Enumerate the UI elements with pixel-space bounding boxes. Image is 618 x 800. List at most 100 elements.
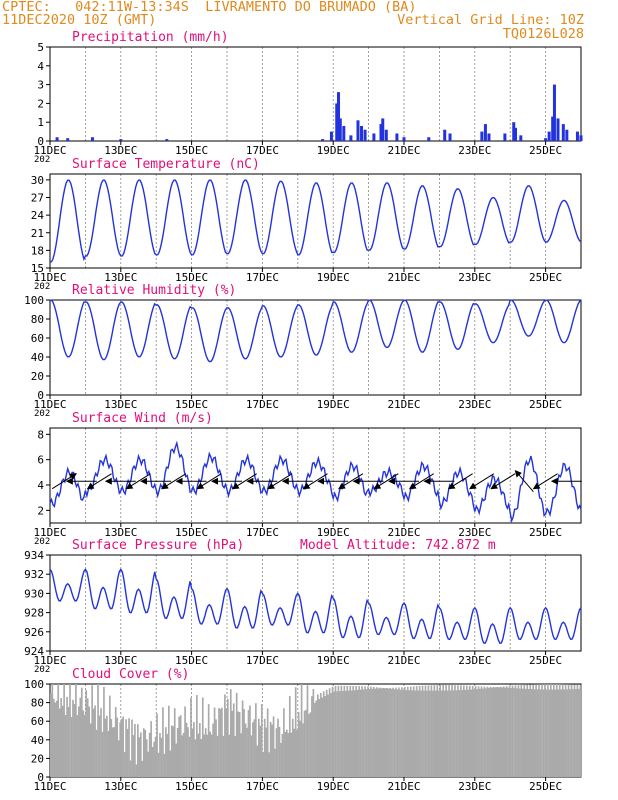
cloud-bar (151, 747, 154, 777)
cloud-bar (198, 723, 201, 777)
cloud-bar (156, 713, 158, 777)
cloud-bar (421, 685, 424, 777)
cloud-bar (414, 690, 416, 777)
cloud-bar (533, 689, 536, 777)
cloud-bar (495, 687, 498, 777)
cloud-bar (219, 708, 222, 777)
cloud-bar (162, 707, 164, 777)
cloud-bar (468, 685, 471, 777)
cloud-bar (377, 688, 380, 777)
cloud-bar (293, 728, 296, 777)
cloud-bar (448, 685, 450, 777)
cloud-bar (129, 760, 132, 777)
cloud-bar (147, 751, 150, 777)
x-tick-label: 19DEC (317, 271, 350, 284)
cloud-bar (137, 724, 139, 777)
cloud-bar (371, 688, 374, 777)
header-location: CPTEC: 042:11W-13:34S LIVRAMENTO DO BRUM… (2, 0, 417, 15)
cloud-bar (268, 752, 270, 777)
cloud-bar (222, 735, 225, 777)
y-tick-label: 928 (24, 607, 44, 620)
cloud-bar (187, 727, 189, 777)
cloud-bar (334, 685, 337, 777)
year-fragment: 202 (34, 537, 50, 547)
cloud-bar (296, 729, 298, 777)
cloud-bar (252, 722, 254, 777)
cloud-bar (321, 697, 324, 777)
cloud-bar (446, 690, 449, 777)
cloud-bar (107, 730, 110, 777)
cloud-bar (83, 714, 86, 777)
cloud-bar (131, 719, 133, 777)
cloud-bar (277, 718, 279, 777)
cloud-bar (196, 694, 198, 777)
cloud-bar (442, 684, 445, 777)
cloud-bar (91, 685, 93, 777)
cloud-bar (477, 686, 480, 777)
cloud-bar (294, 687, 297, 777)
cloud-bar (342, 691, 344, 777)
precip-bar (90, 137, 94, 141)
cloud-bar (215, 719, 217, 777)
precip-title: Precipitation (mm/h) (72, 30, 229, 45)
x-tick-label: 21DEC (387, 144, 420, 157)
precip-bar (55, 137, 59, 141)
x-tick-label: 11DEC (33, 398, 66, 411)
cloud-bar (280, 742, 282, 777)
x-tick-label: 17DEC (246, 526, 279, 539)
cloud-bar (141, 760, 144, 777)
cloud-bar (432, 690, 434, 777)
cloud-bar (259, 725, 262, 777)
cloud-bar (333, 691, 335, 777)
cloud-bar (52, 698, 55, 777)
cloud-bar (510, 687, 512, 777)
cloud-bar (402, 689, 405, 777)
precip-bar (519, 135, 523, 141)
cloud-bar (257, 718, 260, 777)
cloud-bar (72, 699, 74, 777)
x-tick-label: 13DEC (104, 780, 137, 793)
y-tick-label: 924 (24, 645, 44, 658)
cloud-bar (299, 720, 301, 777)
cloud-bar (88, 706, 91, 777)
wind-vector (125, 473, 151, 490)
precip-bar (329, 131, 333, 141)
cloud-bar (263, 718, 266, 777)
cloud-bar (427, 685, 430, 777)
x-tick-label: 15DEC (175, 780, 208, 793)
cloud-bar (412, 686, 415, 777)
cloud-bar (80, 687, 83, 777)
cloud-bar (265, 727, 268, 777)
cloud-bar (452, 690, 455, 777)
cloud-bar (275, 728, 278, 777)
cloud-bar (235, 692, 238, 777)
y-tick-label: 932 (24, 568, 44, 581)
cloud-bar (361, 686, 363, 777)
cloud-bar (339, 691, 341, 777)
cloud-bar (67, 706, 70, 777)
cloud-bar (440, 690, 443, 777)
cloud-bar (250, 735, 253, 777)
cloud-bar (513, 688, 515, 777)
cloud-bar (244, 723, 247, 777)
y-tick-label: 40 (31, 351, 44, 364)
cloud-bar (204, 728, 207, 777)
precip-bar (337, 92, 341, 141)
cloud-bar (362, 689, 365, 777)
cloud-bar (247, 710, 250, 777)
cloud-bar (241, 700, 244, 777)
cloud-bar (269, 721, 272, 777)
cloud-bar (128, 718, 130, 777)
cloud-bar (63, 684, 65, 777)
year-fragment: 202 (34, 409, 50, 419)
cloud-bar (535, 684, 537, 777)
cloud-bar (113, 727, 116, 777)
cloud-bar (493, 687, 496, 777)
cloud-bar (51, 684, 54, 777)
cloud-bar (188, 736, 191, 777)
x-tick-label: 23DEC (458, 144, 491, 157)
x-tick-label: 17DEC (246, 780, 279, 793)
cloud-bar (519, 688, 521, 777)
precip-bar (342, 125, 346, 141)
cloud-bar (95, 729, 98, 777)
